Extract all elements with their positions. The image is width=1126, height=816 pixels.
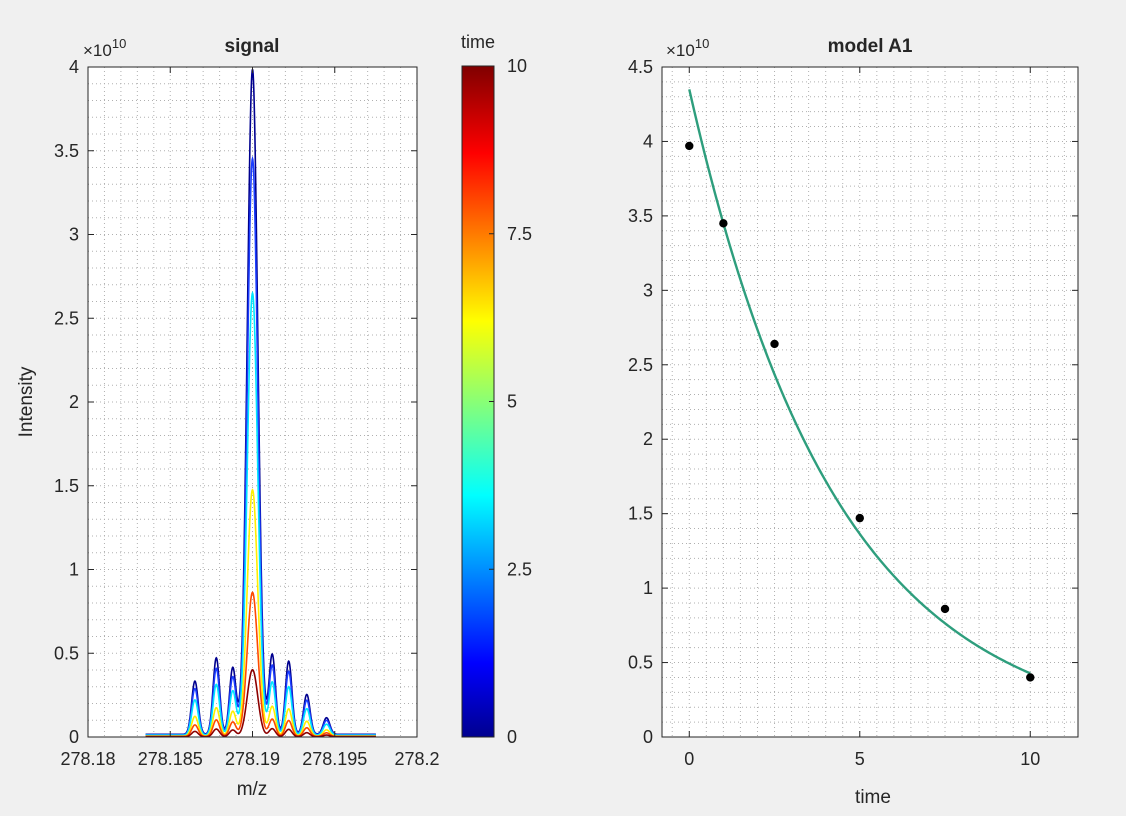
signal-axes: 278.18 278.185 278.19 278.195 278.2 0 0.5 1 1.5…: [16, 36, 440, 800]
signal-y-tick-label: 0.5: [54, 643, 79, 663]
signal-y-tick-label: 0: [69, 727, 79, 747]
model-a1-y-tick-label: 4.5: [628, 57, 653, 77]
signal-y-exponent-base: ×10: [83, 41, 112, 60]
model-a1-x-tick-label: 0: [684, 749, 694, 769]
model-a1-axes: 0 5 10 00.511.522.533.544.5 model A1 time …: [628, 36, 1079, 808]
model-a1-y-tick-label: 1: [643, 578, 653, 598]
model-a1-data-point: [855, 513, 864, 523]
signal-x-tick-label: 278.19: [225, 749, 280, 769]
model-a1-data-point: [940, 604, 950, 614]
signal-x-ticks: 278.18 278.185 278.19 278.195 278.2: [60, 67, 440, 769]
model-a1-x-tick-label: 10: [1020, 749, 1040, 769]
signal-y-tick-label: 2.5: [54, 308, 79, 328]
model-a1-axes-box: [661, 66, 1079, 738]
model-a1-fit-curve: [688, 89, 1031, 675]
model-a1-data-point: [719, 219, 728, 228]
signal-x-tick-label: 278.2: [394, 749, 439, 769]
signal-y-tick-label: 4: [69, 57, 79, 77]
model-a1-y-tick-label: 0.5: [628, 653, 653, 673]
model-a1-y-tick-label: 2.5: [628, 355, 653, 375]
colorbar: 0 2.5 5 7.5 10 time: [461, 32, 532, 747]
model-a1-y-exponent-power: 10: [695, 36, 709, 51]
signal-y-exponent: ×1010: [83, 36, 126, 60]
model-a1-content: [685, 89, 1035, 682]
model-a1-y-ticks: 0 0.5 1 1.5 2 2.5 3 3.5 4 4.5: [628, 57, 1078, 747]
model-a1-plot-area: [662, 67, 1078, 737]
model-a1-y-tick-label: 3.5: [628, 206, 653, 226]
model-a1-data-point: [685, 141, 694, 151]
model-a1-grid: [662, 66, 1078, 738]
colorbar-tick-label: 0: [507, 727, 517, 747]
model-a1-y-tick-label: 2: [643, 429, 653, 449]
signal-y-tick-label: 1.5: [54, 476, 79, 496]
model-a1-y-tick-label: 3: [643, 280, 653, 300]
signal-y-tick-label: 3.5: [54, 141, 79, 161]
signal-y-tick-label: 3: [69, 225, 79, 245]
model-a1-y-tick-label: 4: [643, 131, 653, 151]
signal-x-axis-label: m/z: [237, 779, 268, 800]
colorbar-tick-label: 10: [507, 56, 527, 76]
model-a1-y-exponent: ×1010: [666, 36, 709, 60]
model-a1-x-ticks: 0 5 10: [684, 67, 1040, 769]
signal-y-axis-label: Intensity: [16, 366, 37, 437]
colorbar-tick-label: 2.5: [507, 559, 532, 579]
signal-title: signal: [225, 36, 280, 57]
model-a1-x-tick-label: 5: [855, 749, 865, 769]
signal-y-exponent-power: 10: [112, 36, 126, 51]
colorbar-tick-label: 7.5: [507, 224, 532, 244]
model-a1-data-point: [770, 339, 779, 349]
colorbar-tick-label: 5: [507, 392, 517, 412]
model-a1-y-tick-label: 0: [643, 727, 653, 747]
signal-x-tick-label: 278.18: [60, 749, 115, 769]
signal-x-tick-label: 278.185: [138, 749, 203, 769]
model-a1-title: model A1: [828, 36, 913, 57]
model-a1-y-tick-label: 1.5: [628, 504, 653, 524]
colorbar-gradient: [461, 65, 495, 738]
colorbar-label: time: [461, 32, 495, 52]
signal-y-tick-label: 2: [69, 392, 79, 412]
colorbar-ticks: 0 2.5 5 7.5 10: [489, 56, 532, 747]
signal-x-tick-label: 278.195: [302, 749, 367, 769]
model-a1-y-exponent-base: ×10: [666, 41, 695, 60]
signal-y-ticks: 0 0.5 1 1.5 2 2.5 3 3.5 4: [54, 57, 417, 747]
model-a1-x-axis-label: time: [855, 787, 891, 808]
signal-y-tick-label: 1: [69, 560, 79, 580]
model-a1-data-point: [1026, 673, 1035, 682]
